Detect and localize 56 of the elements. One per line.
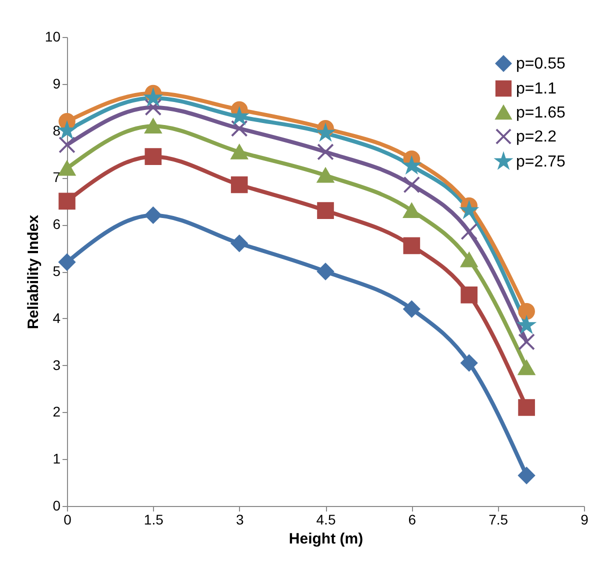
y-tick-label: 10 — [44, 28, 61, 44]
x-tick-label: 4.5 — [316, 512, 336, 528]
y-tick-label: 8 — [52, 122, 61, 138]
point — [518, 333, 535, 350]
y-axis-title: Reliability Index — [24, 214, 42, 330]
point — [317, 202, 334, 219]
legend-label: p=0.55 — [516, 56, 566, 72]
y-tick-label: 3 — [52, 356, 61, 373]
point — [403, 237, 420, 254]
point — [460, 286, 478, 304]
point — [58, 136, 76, 154]
point — [460, 252, 478, 268]
point — [518, 360, 535, 376]
legend-label: p=2.75 — [516, 154, 566, 170]
point — [144, 98, 162, 116]
legend-label: p=1.65 — [516, 104, 566, 122]
point — [144, 148, 162, 166]
point — [58, 160, 76, 176]
y-tick-label: 9 — [52, 75, 61, 92]
x-tick-label: 6 — [408, 512, 416, 528]
point — [317, 143, 334, 160]
y-tick-label: 0 — [52, 498, 61, 514]
point — [144, 206, 162, 224]
point — [460, 223, 478, 240]
y-tick-label: 5 — [52, 263, 61, 279]
y-tick-label: 7 — [52, 169, 61, 186]
x-tick-label: 9 — [580, 512, 589, 528]
point — [403, 176, 420, 194]
point — [460, 354, 478, 372]
x-tick-label: 3 — [236, 512, 244, 528]
point — [231, 108, 248, 124]
y-tick-label: 2 — [52, 404, 61, 420]
point — [403, 300, 420, 318]
point — [317, 263, 334, 280]
y-tick-label: 1 — [52, 450, 61, 467]
x-tick-label: 1.5 — [144, 512, 164, 528]
point — [230, 234, 248, 252]
point — [518, 302, 535, 320]
point — [230, 144, 248, 160]
point — [230, 120, 248, 137]
legend-label: p=2.2 — [516, 128, 557, 146]
point — [144, 118, 162, 134]
point — [518, 467, 535, 484]
y-tick-label: 4 — [52, 310, 61, 326]
x-axis-title: Height (m) — [288, 530, 364, 548]
point — [518, 399, 535, 416]
point — [58, 254, 76, 271]
point — [317, 168, 334, 183]
legend-label: p=1.1 — [516, 80, 557, 98]
y-tick-label: 6 — [52, 216, 61, 232]
point — [58, 122, 76, 138]
point — [58, 192, 76, 210]
point — [403, 203, 420, 218]
x-tick-label: 0 — [64, 512, 72, 528]
point — [230, 176, 248, 194]
x-tick-label: 7.5 — [488, 512, 508, 528]
